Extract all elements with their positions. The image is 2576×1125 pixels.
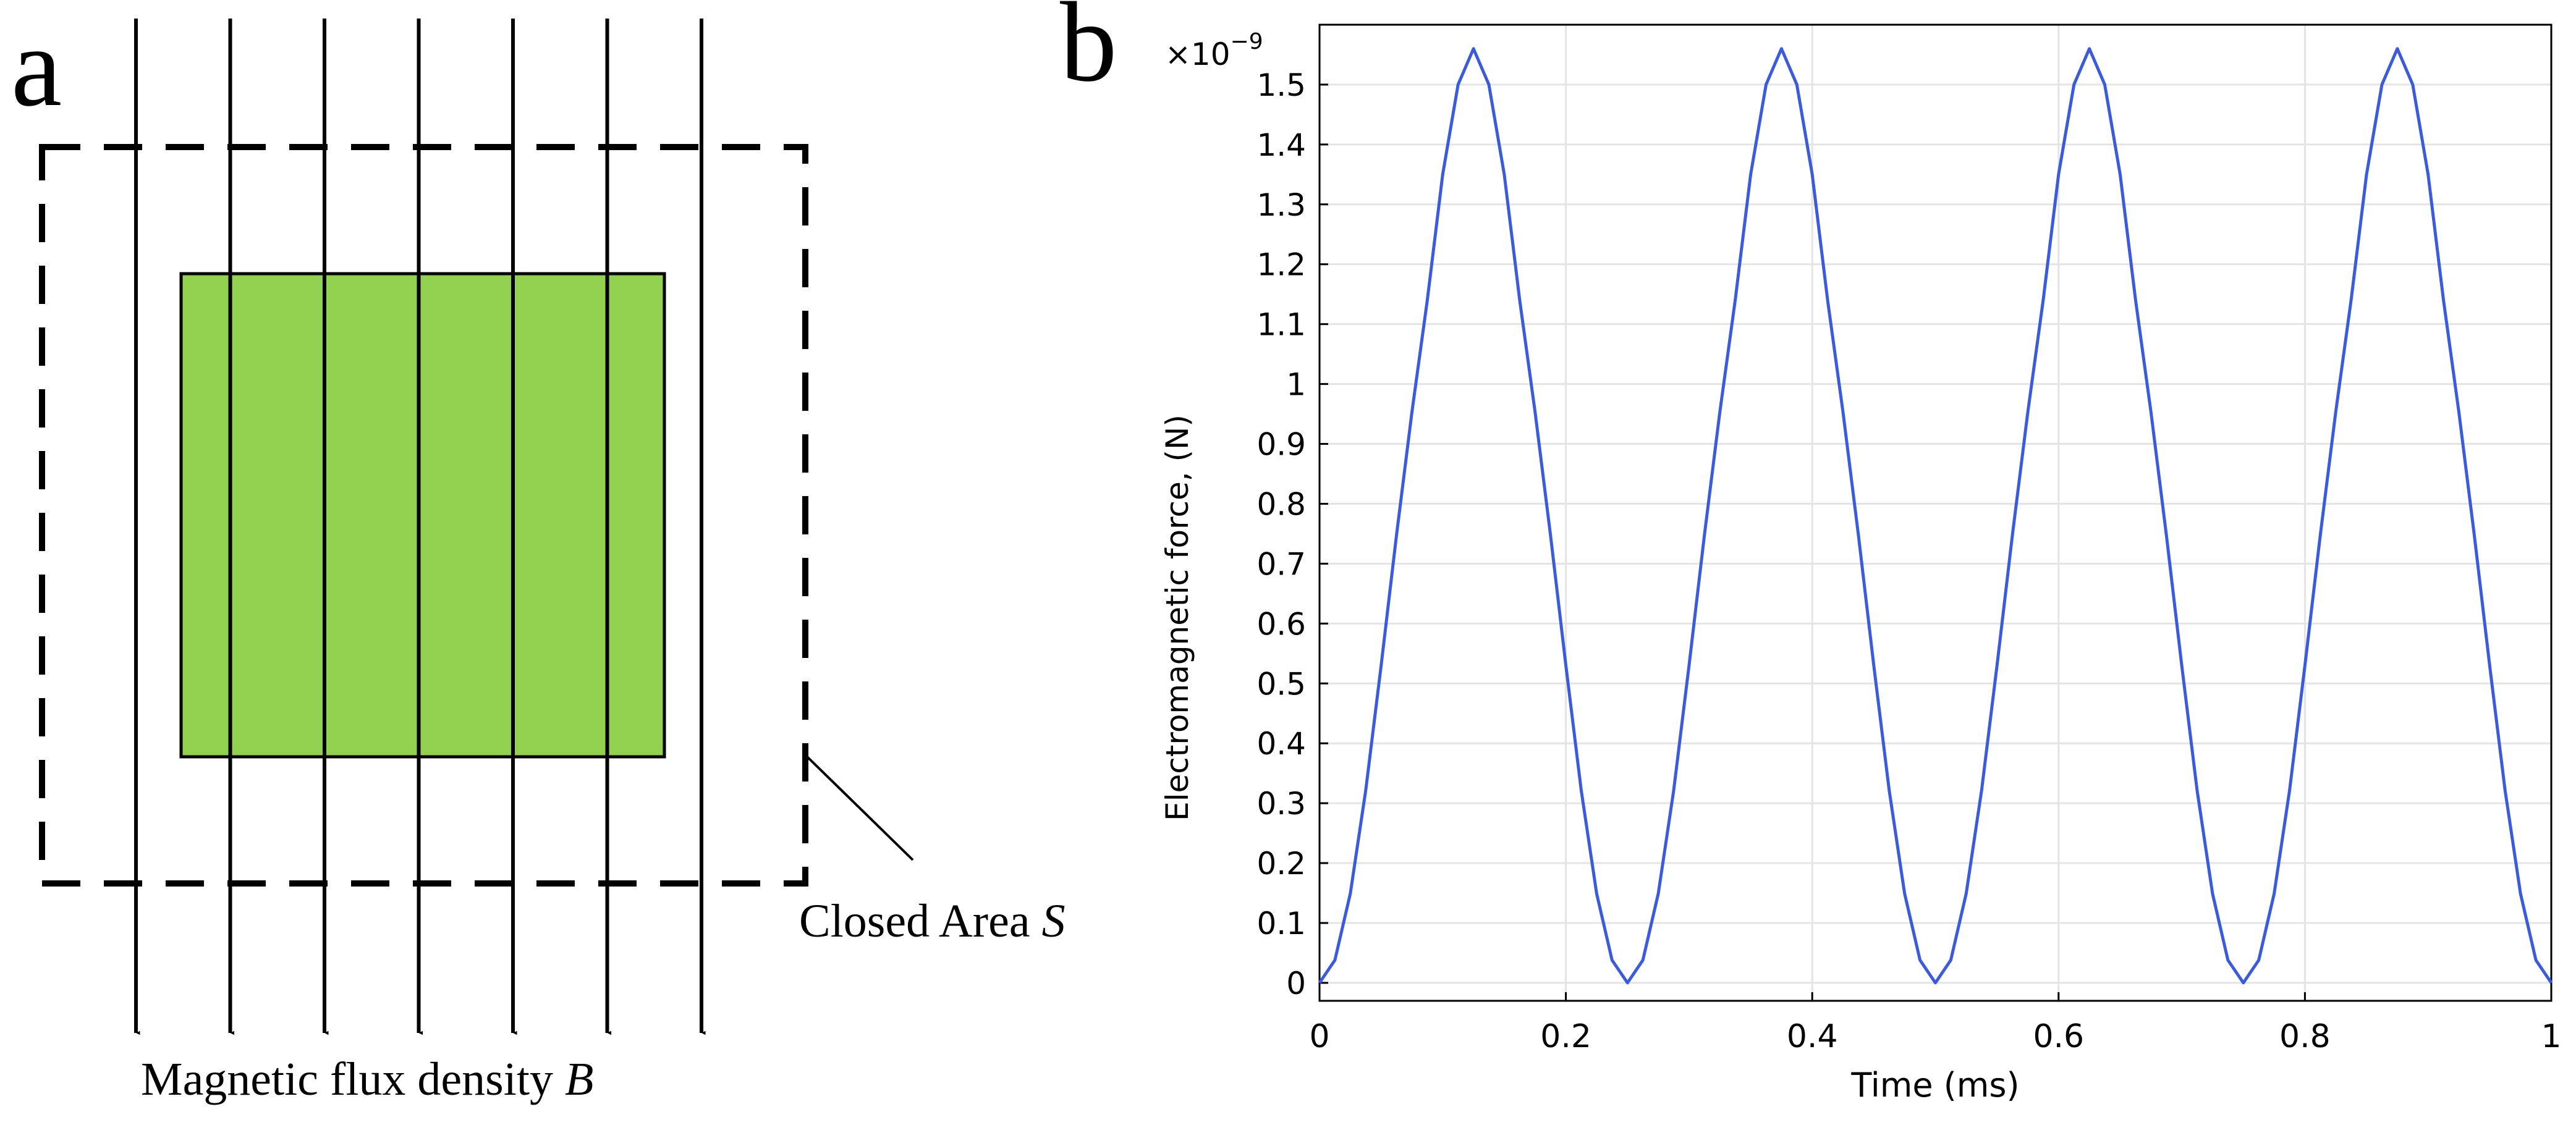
closed-area-leader-line [804,754,914,861]
y-tick-label: 1.3 [1256,187,1306,223]
x-tick-label: 0 [1309,1018,1329,1055]
conductor-block [179,272,666,759]
y-tick-label: 0.4 [1256,726,1306,762]
y-tick-label: 0 [1286,966,1306,1001]
y-tick-label: 1.5 [1256,67,1306,103]
y-tick-label: 0.3 [1256,786,1306,822]
y-tick-label: 1.1 [1256,307,1306,343]
panel-b-label: b [1060,0,1117,106]
plot-area [1320,25,2551,1001]
x-tick-label: 0.2 [1540,1018,1591,1055]
y-tick-label: 0.5 [1256,666,1306,702]
y-scale-exponent: −9 [1231,29,1263,54]
series-line [1318,47,2553,985]
y-axis-label: Electromagnetic force, (N) [1159,415,1195,821]
x-tick-label: 0.4 [1787,1018,1838,1055]
flux-density-label: Magnetic flux density B [141,1053,593,1105]
y-tick-label: 0.7 [1256,546,1306,582]
x-tick-label: 1 [2541,1018,2561,1055]
closed-area-boundary [39,144,808,887]
panel-b: b 0 0.2 0.4 0.6 0.8 1 0 0.1 0.2 0.3 0.4 0.5 0.6 0.7 0.… [1060,0,2562,1105]
force-chart: 0 0.2 0.4 0.6 0.8 1 0 0.1 0.2 0.3 0.4 0.5 0.6 0.7 0.8 0… [1159,23,2562,1105]
flux-density-text: Magnetic flux density [141,1053,565,1105]
closed-area-label: Closed Area S [799,895,1066,947]
panel-a: a Closed Area S Magnetic flux density B [11,4,1066,1105]
y-tick-label: 1 [1286,367,1306,403]
y-tick-label: 0.1 [1256,906,1306,942]
flux-density-symbol: B [565,1053,593,1105]
y-tick-label: 1.4 [1256,127,1306,163]
y-scale-base: ×10 [1165,36,1231,72]
plot-frame [1318,23,2553,1002]
y-tick-label: 0.9 [1256,427,1306,463]
x-tick-label: 0.6 [2033,1018,2084,1055]
closed-area-symbol: S [1042,895,1066,947]
y-tick-label: 0.8 [1256,486,1306,522]
field-lines [134,19,706,1035]
y-tick-label: 1.2 [1256,247,1306,283]
y-tick-label: 0.6 [1256,606,1306,642]
closed-area-text: Closed Area [799,895,1042,947]
y-scale-factor: ×10−9 [1165,29,1263,72]
x-tick-label: 0.8 [2279,1018,2331,1055]
x-axis-label: Time (ms) [1850,1066,2019,1105]
y-tick-label: 0.2 [1256,846,1306,882]
panel-a-label: a [11,4,62,130]
